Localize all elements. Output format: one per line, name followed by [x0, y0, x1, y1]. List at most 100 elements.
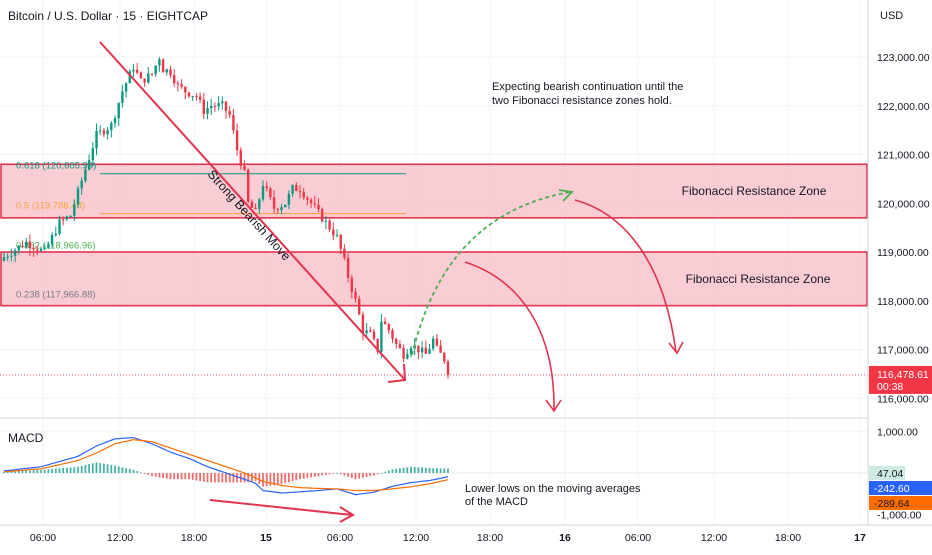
candle-body	[158, 59, 161, 66]
macd-histogram-bar	[125, 468, 127, 473]
time-tick: 15	[260, 532, 272, 544]
macd-histogram-bar	[410, 466, 412, 473]
macd-histogram-bar	[69, 467, 72, 473]
candle-body	[343, 248, 346, 258]
countdown-label: 00:38	[877, 381, 903, 393]
candle-body	[258, 199, 261, 209]
resistance-zones: Fibonacci Resistance Zone Fibonacci Resis…	[0, 163, 868, 307]
zone-label: Fibonacci Resistance Zone	[686, 272, 831, 286]
macd-histogram-bar	[40, 469, 42, 473]
candle-body	[54, 233, 57, 235]
macd-histogram-bar	[169, 473, 172, 480]
macd-histogram-bar	[421, 467, 423, 473]
signal-value-badge	[869, 496, 932, 510]
macd-histogram-bar	[310, 473, 312, 478]
macd-histogram-bar	[302, 473, 305, 479]
candle-body	[43, 247, 46, 249]
candle-body	[80, 180, 83, 189]
macd-divergence-line	[209, 499, 353, 516]
candle-body	[62, 219, 65, 221]
macd-histogram-bar	[358, 473, 361, 479]
candle-body	[420, 347, 424, 353]
last-price-label: 116,478.61	[877, 369, 929, 381]
histogram-value-badge	[869, 466, 905, 480]
macd-histogram-bar	[424, 467, 427, 473]
macd-histogram-bar	[247, 473, 250, 482]
candle-body	[150, 73, 154, 75]
candle-body	[335, 234, 339, 236]
macd-value: -242.60	[874, 483, 910, 495]
candle-body	[132, 69, 135, 72]
candle-body	[187, 92, 191, 97]
candle-body	[128, 71, 131, 84]
candle-body	[173, 75, 176, 84]
candle-body	[372, 331, 376, 339]
macd-histogram-bar	[295, 473, 298, 481]
candle-body	[295, 185, 298, 192]
candle-body	[376, 338, 379, 352]
macd-histogram-bar	[380, 473, 383, 474]
macd-histogram-bar	[173, 473, 176, 480]
candle-body	[380, 321, 383, 352]
candle-body	[439, 345, 442, 353]
macd-histogram-bar	[162, 473, 164, 479]
macd-histogram-bar	[158, 473, 161, 478]
candle-body	[443, 352, 446, 362]
macd-histogram-bar	[284, 473, 287, 484]
macd-histogram-bar	[47, 469, 50, 473]
macd-histogram-bar	[184, 473, 187, 480]
macd-value-badge	[869, 481, 932, 495]
macd-histogram-bar	[350, 473, 353, 479]
macd-histogram-bar	[432, 468, 435, 473]
candle-body	[147, 73, 150, 83]
candle-body	[228, 111, 231, 116]
candle-body	[213, 106, 217, 108]
candle-body	[383, 321, 387, 325]
candle-body	[28, 241, 32, 249]
candle-body	[102, 130, 106, 135]
macd-histogram-bar	[91, 463, 94, 473]
macd-histogram-bar	[32, 470, 35, 473]
time-tick: 06:00	[625, 532, 651, 544]
macd-line	[3, 436, 449, 496]
candle-body	[176, 83, 180, 85]
candle-body	[210, 106, 213, 109]
time-tick: 06:00	[30, 532, 56, 544]
candle-body	[321, 209, 324, 222]
macd-histogram-bar	[243, 473, 246, 483]
candle-body	[424, 347, 427, 354]
candle-body	[206, 108, 209, 114]
macd-histogram-bar	[3, 471, 5, 473]
macd-histogram-bar	[6, 471, 9, 473]
macd-label: MACD	[8, 431, 44, 445]
macd-histogram-bar	[447, 468, 449, 473]
macd-histogram-bar	[228, 473, 231, 483]
candle-body	[6, 256, 9, 258]
candle-body	[332, 229, 335, 236]
candle-body	[165, 69, 168, 73]
candle-body	[361, 314, 365, 334]
macd-histogram-bar	[406, 467, 409, 473]
candle-body	[10, 255, 13, 257]
price-tick: 121,000.00	[877, 150, 930, 162]
macd-histogram-bar	[25, 470, 28, 473]
macd-tick: 1,000.00	[877, 426, 918, 438]
macd-histogram-bar	[313, 473, 316, 477]
candle-body	[346, 257, 350, 278]
macd-histogram-bar	[77, 466, 79, 473]
candle-body	[298, 191, 302, 193]
signal-value: -289.64	[874, 498, 910, 510]
candle-body	[398, 344, 402, 349]
candle-body	[99, 130, 102, 132]
macd-histogram-bar	[273, 473, 275, 486]
candle-body	[254, 207, 257, 209]
macd-histogram-bar	[347, 473, 349, 477]
macd-histogram-bar	[195, 473, 198, 481]
macd-histogram-bar	[14, 471, 16, 473]
projection-up-path	[411, 191, 571, 356]
candle-body	[121, 91, 124, 104]
candle-body	[232, 115, 235, 131]
candle-body	[191, 96, 194, 98]
